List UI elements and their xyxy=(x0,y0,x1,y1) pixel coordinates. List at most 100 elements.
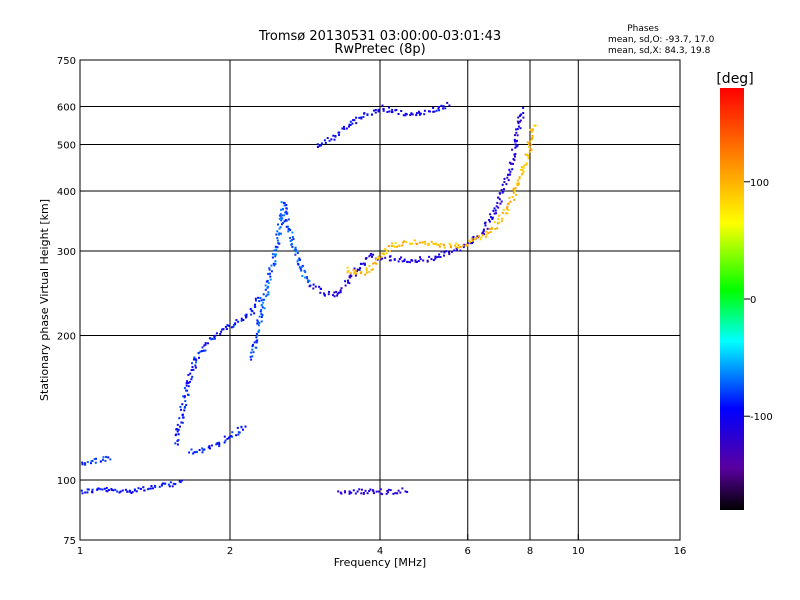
echo-point xyxy=(308,285,311,288)
echo-point xyxy=(384,248,387,250)
echo-point xyxy=(240,425,243,428)
y-tick-label: 750 xyxy=(57,56,76,67)
echo-point xyxy=(326,137,329,139)
echo-point xyxy=(183,396,186,399)
echo-point xyxy=(339,289,342,292)
echo-point xyxy=(279,213,282,216)
echo-point xyxy=(403,260,406,262)
echo-point xyxy=(450,250,453,253)
echo-point xyxy=(442,244,445,247)
echo-point xyxy=(490,216,492,219)
echo-point xyxy=(353,119,356,122)
echo-point xyxy=(249,307,252,310)
echo-point xyxy=(530,143,533,146)
echo-point xyxy=(274,245,277,248)
echo-point xyxy=(187,382,190,384)
echo-point xyxy=(410,112,413,115)
echo-point xyxy=(468,241,471,244)
echo-point xyxy=(353,272,356,275)
echo-point xyxy=(257,324,260,327)
echo-point xyxy=(273,249,276,252)
echo-point xyxy=(414,259,417,262)
echo-point xyxy=(276,237,279,240)
echo-point xyxy=(404,490,407,493)
echo-point xyxy=(231,431,234,434)
echo-point xyxy=(276,230,279,233)
echo-point xyxy=(520,113,523,116)
echo-point xyxy=(498,198,501,201)
echo-point xyxy=(518,120,521,123)
echo-point xyxy=(275,253,278,256)
echo-point xyxy=(455,246,458,249)
echo-point xyxy=(438,106,441,108)
echo-point xyxy=(391,111,394,113)
echo-point xyxy=(400,110,403,112)
echo-point xyxy=(501,191,504,194)
echo-point xyxy=(347,269,350,272)
echo-point xyxy=(345,127,348,130)
echo-point xyxy=(319,287,322,290)
echo-point xyxy=(137,487,140,490)
echo-point xyxy=(280,216,283,219)
echo-point xyxy=(362,262,365,265)
echo-point xyxy=(349,124,352,126)
echo-point xyxy=(158,485,161,488)
echo-point xyxy=(271,253,274,256)
echo-point xyxy=(508,196,511,199)
echo-point xyxy=(86,491,89,494)
echo-point xyxy=(262,301,265,304)
echo-point xyxy=(514,143,517,146)
echo-point xyxy=(341,127,344,130)
echo-point xyxy=(402,241,404,244)
echo-point xyxy=(362,115,365,118)
echo-point xyxy=(401,244,404,247)
echo-point xyxy=(405,113,408,116)
echo-point xyxy=(503,188,505,191)
echo-point xyxy=(506,207,508,210)
echo-point xyxy=(488,220,491,223)
echo-point xyxy=(397,113,400,115)
echo-point xyxy=(366,114,369,116)
echo-point xyxy=(418,113,421,116)
echo-point xyxy=(429,110,431,113)
echo-point xyxy=(513,198,516,201)
echo-point xyxy=(323,139,326,142)
echo-point xyxy=(197,352,200,355)
echo-point xyxy=(181,413,184,416)
echo-point xyxy=(359,262,362,265)
echo-point xyxy=(177,439,180,441)
echo-point xyxy=(416,243,419,245)
echo-point xyxy=(272,262,275,265)
echo-point xyxy=(126,490,129,493)
echo-point xyxy=(385,492,388,495)
echo-point xyxy=(263,307,266,310)
echo-point xyxy=(415,112,418,115)
echo-point xyxy=(476,236,478,239)
echo-point xyxy=(257,296,260,299)
echo-point xyxy=(456,249,458,252)
echo-point xyxy=(403,258,406,261)
echo-point xyxy=(432,110,435,113)
echo-point xyxy=(237,320,240,323)
echo-point xyxy=(527,143,530,146)
echo-point xyxy=(455,242,458,245)
echo-point xyxy=(393,258,396,261)
chart-subtitle: RwPretec (8p) xyxy=(334,42,425,57)
echo-point xyxy=(300,265,303,268)
echo-point xyxy=(375,262,378,265)
echo-point xyxy=(318,144,321,147)
echo-point xyxy=(303,269,306,272)
echo-point xyxy=(516,128,519,131)
echo-point xyxy=(102,458,104,461)
echo-point xyxy=(254,297,257,300)
echo-point xyxy=(457,246,460,249)
echo-point xyxy=(486,227,489,230)
echo-point xyxy=(306,277,309,280)
echo-point xyxy=(435,256,438,259)
echo-point xyxy=(349,272,352,275)
echo-point xyxy=(394,492,397,495)
echo-point xyxy=(440,250,443,253)
echo-point xyxy=(214,334,217,337)
echo-point xyxy=(509,170,512,173)
echo-point xyxy=(283,220,286,223)
